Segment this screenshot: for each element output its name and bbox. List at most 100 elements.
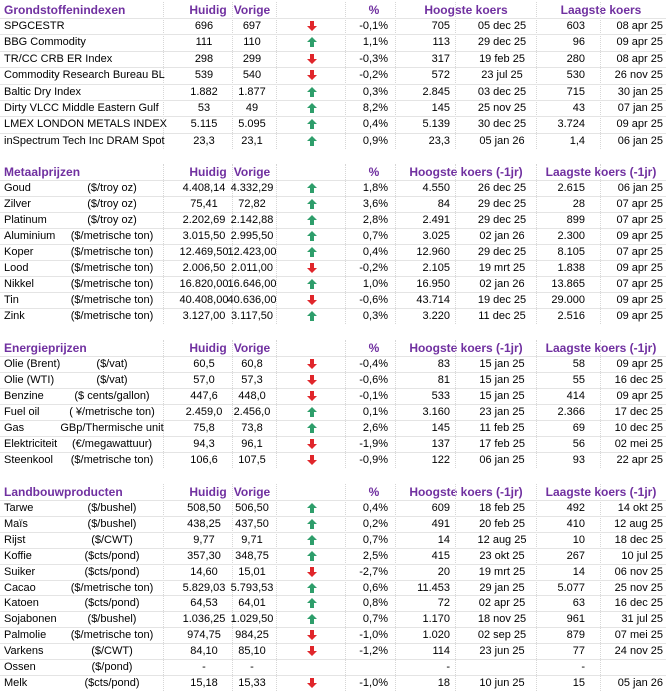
high-date: 11 dec 25	[478, 310, 526, 322]
row-divider	[0, 180, 666, 181]
high-date: 29 dec 25	[477, 198, 527, 210]
low-date: 12 aug 25	[614, 517, 663, 530]
column-divider	[276, 484, 277, 691]
low-value: 961	[566, 613, 585, 626]
column-divider	[455, 2, 456, 150]
high-date: 30 dec 25	[477, 118, 527, 131]
row-divider	[0, 452, 666, 453]
current-value: 1.882	[190, 85, 218, 98]
column-header: Hoogste koers (-1jr)	[409, 485, 523, 499]
current-value: 5.115	[190, 118, 218, 131]
high-date: 23 okt 25	[479, 549, 525, 562]
previous-value: 96,1	[241, 438, 263, 450]
low-value: 1.838	[557, 262, 585, 274]
high-value: 2.845	[422, 85, 450, 98]
current-value: 3.127,00	[182, 310, 226, 322]
low-value: 280	[566, 52, 585, 65]
high-value: 1.020	[422, 629, 450, 642]
row-divider	[0, 276, 666, 277]
arrow-up	[307, 311, 317, 321]
item-unit: ($/metrische ton)	[70, 629, 154, 642]
previous-value: 12.423,00	[227, 246, 277, 258]
row-divider	[0, 244, 666, 245]
arrow-up	[307, 582, 317, 593]
item-name: Olie (Brent)	[4, 358, 61, 370]
high-date: 18 nov 25	[477, 613, 527, 626]
change-percent: 1,1%	[362, 36, 388, 49]
column-header: Laagste koers (-1jr)	[545, 485, 657, 499]
item-unit: ($/CWT)	[91, 533, 133, 546]
low-date: 10 dec 25	[614, 422, 663, 434]
high-date: 19 mrt 25	[478, 262, 526, 274]
high-value: 609	[431, 502, 450, 514]
low-date: 09 apr 25	[616, 230, 663, 242]
low-value: 2.516	[557, 310, 585, 322]
arrow-up	[307, 423, 317, 433]
previous-value: 506,50	[235, 502, 269, 514]
row-divider	[0, 308, 666, 309]
row-divider	[0, 100, 666, 101]
arrow-down	[307, 263, 317, 273]
change-percent: 0,7%	[362, 533, 388, 546]
column-divider	[600, 484, 601, 691]
item-name: Suiker	[4, 565, 36, 578]
low-date: 30 jan 25	[617, 85, 663, 98]
current-value: 75,41	[190, 198, 218, 210]
row-divider	[0, 627, 666, 629]
low-date: 09 apr 25	[616, 36, 663, 49]
row-divider	[0, 292, 666, 293]
previous-value: 107,5	[238, 454, 266, 466]
low-date: 09 apr 25	[616, 118, 663, 131]
previous-value: 57,3	[241, 374, 263, 386]
change-percent: 1,0%	[362, 278, 388, 290]
low-date: 07 apr 25	[616, 278, 663, 290]
column-header: Huidig	[189, 3, 227, 17]
low-value: 899	[566, 214, 585, 226]
item-name: Fuel oil	[4, 406, 40, 418]
high-value: 533	[431, 390, 450, 402]
column-divider	[232, 484, 233, 691]
row-divider	[0, 643, 666, 645]
arrow-down	[307, 566, 317, 577]
item-name: Sojabonen	[4, 613, 57, 626]
change-percent: -0,1%	[359, 20, 388, 32]
change-percent: -1,0%	[359, 629, 388, 642]
arrow-up	[307, 279, 317, 289]
column-header: %	[368, 341, 380, 355]
high-date: 02 jan 26	[479, 278, 525, 290]
item-name: Zilver	[4, 198, 31, 210]
current-value: 2.006,50	[182, 262, 226, 274]
change-percent: 8,2%	[362, 102, 388, 114]
high-value: 145	[431, 102, 450, 114]
high-value: 3.220	[422, 310, 450, 322]
row-divider	[0, 50, 666, 52]
arrow-up	[307, 135, 317, 146]
high-value: 1.170	[422, 613, 450, 626]
low-value: 5.077	[557, 581, 585, 594]
arrow-up	[307, 550, 317, 561]
row-divider	[0, 260, 666, 261]
section-title: Grondstoffenindexen	[4, 3, 126, 17]
change-percent: 0,4%	[362, 502, 388, 514]
item-unit: ($/bushel)	[87, 502, 137, 514]
item-unit: GBp/Thermische unit	[60, 422, 164, 434]
item-unit: ($/troy oz)	[87, 214, 137, 226]
previous-value: 110	[243, 36, 261, 49]
row-divider	[0, 420, 666, 421]
low-value: 93	[572, 454, 585, 466]
current-value: 447,6	[190, 390, 218, 402]
high-value: 23,3	[428, 134, 450, 147]
change-percent: 0,2%	[362, 517, 388, 530]
previous-value: 40.636,00	[227, 294, 277, 306]
change-percent: 2,8%	[362, 214, 388, 226]
previous-value: 49	[245, 102, 259, 114]
low-date: 22 apr 25	[616, 454, 663, 466]
high-value: 84	[437, 198, 450, 210]
current-value: 5.829,03	[182, 581, 226, 594]
column-header: Laagste koers	[560, 3, 642, 17]
item-unit: ($/bushel)	[87, 517, 137, 530]
column-header: Laagste koers (-1jr)	[545, 341, 657, 355]
high-date: 02 sep 25	[477, 629, 527, 642]
arrow-down	[307, 21, 317, 31]
low-value: 2.300	[557, 230, 585, 242]
